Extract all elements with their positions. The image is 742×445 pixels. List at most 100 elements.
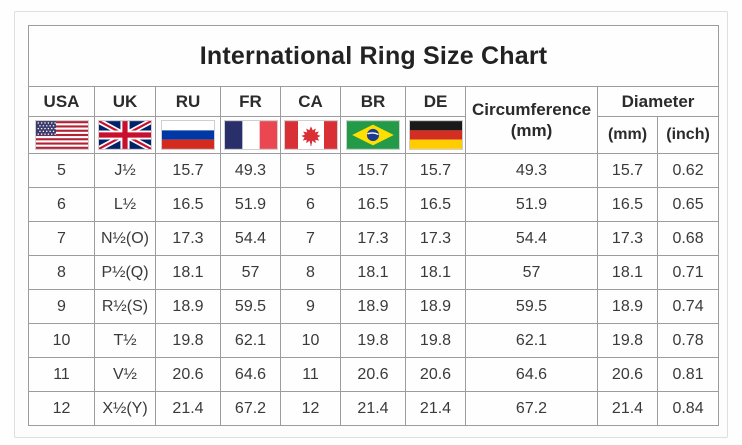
de-size-cell: 19.8 (405, 323, 466, 358)
uk-size-cell: P½(Q) (94, 255, 156, 290)
diameter-unit-inch: (inch) (656, 116, 720, 154)
title-row: International Ring Size Chart (27, 25, 720, 87)
diameter-mm-cell: 18.9 (597, 289, 658, 324)
circumference-value-cell: 59.5 (465, 289, 598, 324)
ca-size-cell: 8 (280, 255, 341, 290)
diameter-mm-cell: 16.5 (597, 187, 658, 222)
usa-size-cell: 12 (28, 391, 95, 426)
column-header-row: USA UK RU FR CA BR DE Circumference (mm) Diameter (28, 86, 720, 154)
uk-size-cell: X½(Y) (94, 391, 156, 426)
fr-size-cell: 67.2 (220, 391, 281, 426)
circumference-value-cell: 67.2 (465, 391, 598, 426)
uk-size-cell: R½(S) (94, 289, 156, 324)
usa-size-cell: 9 (28, 289, 95, 324)
usa-size-cell: 6 (28, 187, 95, 222)
column-header-ca: CA (280, 86, 341, 117)
fr-size-cell: 54.4 (220, 221, 281, 256)
diameter-mm-cell: 15.7 (597, 153, 658, 188)
fr-size-cell: 57 (220, 255, 281, 290)
table-row: 9 R½(S) 18.9 59.5 9 18.9 18.9 59.5 18.9 0.74 (28, 289, 720, 324)
ru-size-cell: 16.5 (155, 187, 221, 222)
column-header-ru: RU (155, 86, 221, 117)
circumference-value-cell: 51.9 (465, 187, 598, 222)
column-header-br: BR (340, 86, 406, 117)
table-row: 10 T½ 19.8 62.1 10 19.8 19.8 62.1 19.8 0.78 (28, 323, 720, 358)
ca-size-cell: 12 (280, 391, 341, 426)
br-size-cell: 15.7 (340, 153, 406, 188)
usa-size-cell: 10 (28, 323, 95, 358)
brazil-flag-icon (346, 120, 400, 150)
russia-flag-icon (161, 120, 215, 150)
fr-size-cell: 51.9 (220, 187, 281, 222)
fr-size-cell: 62.1 (220, 323, 281, 358)
table-row: 6 L½ 16.5 51.9 6 16.5 16.5 51.9 16.5 0.65 (28, 187, 720, 222)
circumference-value-cell: 54.4 (465, 221, 598, 256)
de-size-cell: 17.3 (405, 221, 466, 256)
ring-size-table: International Ring Size Chart USA UK RU FR C… (27, 25, 720, 426)
ru-size-cell: 21.4 (155, 391, 221, 426)
ru-size-cell: 18.1 (155, 255, 221, 290)
ru-size-cell: 17.3 (155, 221, 221, 256)
column-header-usa: USA (28, 86, 95, 117)
fr-size-cell: 59.5 (220, 289, 281, 324)
diameter-inch-cell: 0.78 (656, 323, 720, 358)
usa-size-cell: 11 (28, 357, 95, 392)
table-row: 5 J½ 15.7 49.3 5 15.7 15.7 49.3 15.7 0.62 (28, 153, 720, 188)
br-size-cell: 21.4 (340, 391, 406, 426)
uk-size-cell: J½ (94, 153, 156, 188)
diameter-inch-cell: 0.62 (656, 153, 720, 188)
br-size-cell: 18.9 (340, 289, 406, 324)
page-title: International Ring Size Chart (27, 25, 720, 87)
diameter-inch-cell: 0.65 (656, 187, 720, 222)
diameter-inch-cell: 0.81 (656, 357, 720, 392)
ca-size-cell: 10 (280, 323, 341, 358)
uk-size-cell: T½ (94, 323, 156, 358)
germany-flag-icon (408, 120, 463, 150)
table-row: 8 P½(Q) 18.1 57 8 18.1 18.1 57 18.1 0.71 (28, 255, 720, 290)
fr-size-cell: 49.3 (220, 153, 281, 188)
de-size-cell: 16.5 (405, 187, 466, 222)
uk-size-cell: L½ (94, 187, 156, 222)
usa-size-cell: 5 (28, 153, 95, 188)
ru-size-cell: 18.9 (155, 289, 221, 324)
uk-size-cell: V½ (94, 357, 156, 392)
diameter-mm-cell: 20.6 (597, 357, 658, 392)
uk-size-cell: N½(O) (94, 221, 156, 256)
circumference-unit: (mm) (510, 121, 553, 140)
canada-flag-icon-cell (280, 116, 341, 154)
column-header-fr: FR (220, 86, 281, 117)
ru-size-cell: 19.8 (155, 323, 221, 358)
diameter-header: Diameter (596, 86, 720, 117)
diameter-mm-cell: 21.4 (597, 391, 658, 426)
brazil-flag-icon-cell (340, 116, 406, 154)
fr-size-cell: 64.6 (220, 357, 281, 392)
column-header-uk: UK (94, 86, 156, 117)
diameter-inch-cell: 0.74 (656, 289, 720, 324)
diameter-inch-cell: 0.68 (656, 221, 720, 256)
diameter-mm-cell: 18.1 (597, 255, 658, 290)
france-flag-icon-cell (220, 116, 281, 154)
ca-size-cell: 5 (280, 153, 341, 188)
circumference-header: Circumference (mm) (465, 86, 598, 154)
table-row: 11 V½ 20.6 64.6 11 20.6 20.6 64.6 20.6 0.81 (28, 357, 720, 392)
circumference-value-cell: 62.1 (465, 323, 598, 358)
br-size-cell: 18.1 (340, 255, 406, 290)
ca-size-cell: 7 (280, 221, 341, 256)
diameter-mm-cell: 17.3 (597, 221, 658, 256)
column-header-de: DE (405, 86, 466, 117)
circumference-label: Circumference (471, 100, 592, 119)
diameter-inch-cell: 0.84 (656, 391, 720, 426)
circumference-value-cell: 64.6 (465, 357, 598, 392)
diameter-mm-cell: 19.8 (597, 323, 658, 358)
ru-size-cell: 15.7 (155, 153, 221, 188)
france-flag-icon (223, 120, 278, 150)
diameter-inch-cell: 0.71 (656, 255, 720, 290)
table-body: 5 J½ 15.7 49.3 5 15.7 15.7 49.3 15.7 0.62 6 L½ 16.5 5… (28, 153, 720, 426)
usa-flag-icon (34, 120, 89, 150)
uk-flag-icon-cell (94, 116, 156, 154)
br-size-cell: 17.3 (340, 221, 406, 256)
uk-flag-icon (98, 120, 152, 150)
br-size-cell: 19.8 (340, 323, 406, 358)
usa-flag-icon-cell (28, 116, 95, 154)
